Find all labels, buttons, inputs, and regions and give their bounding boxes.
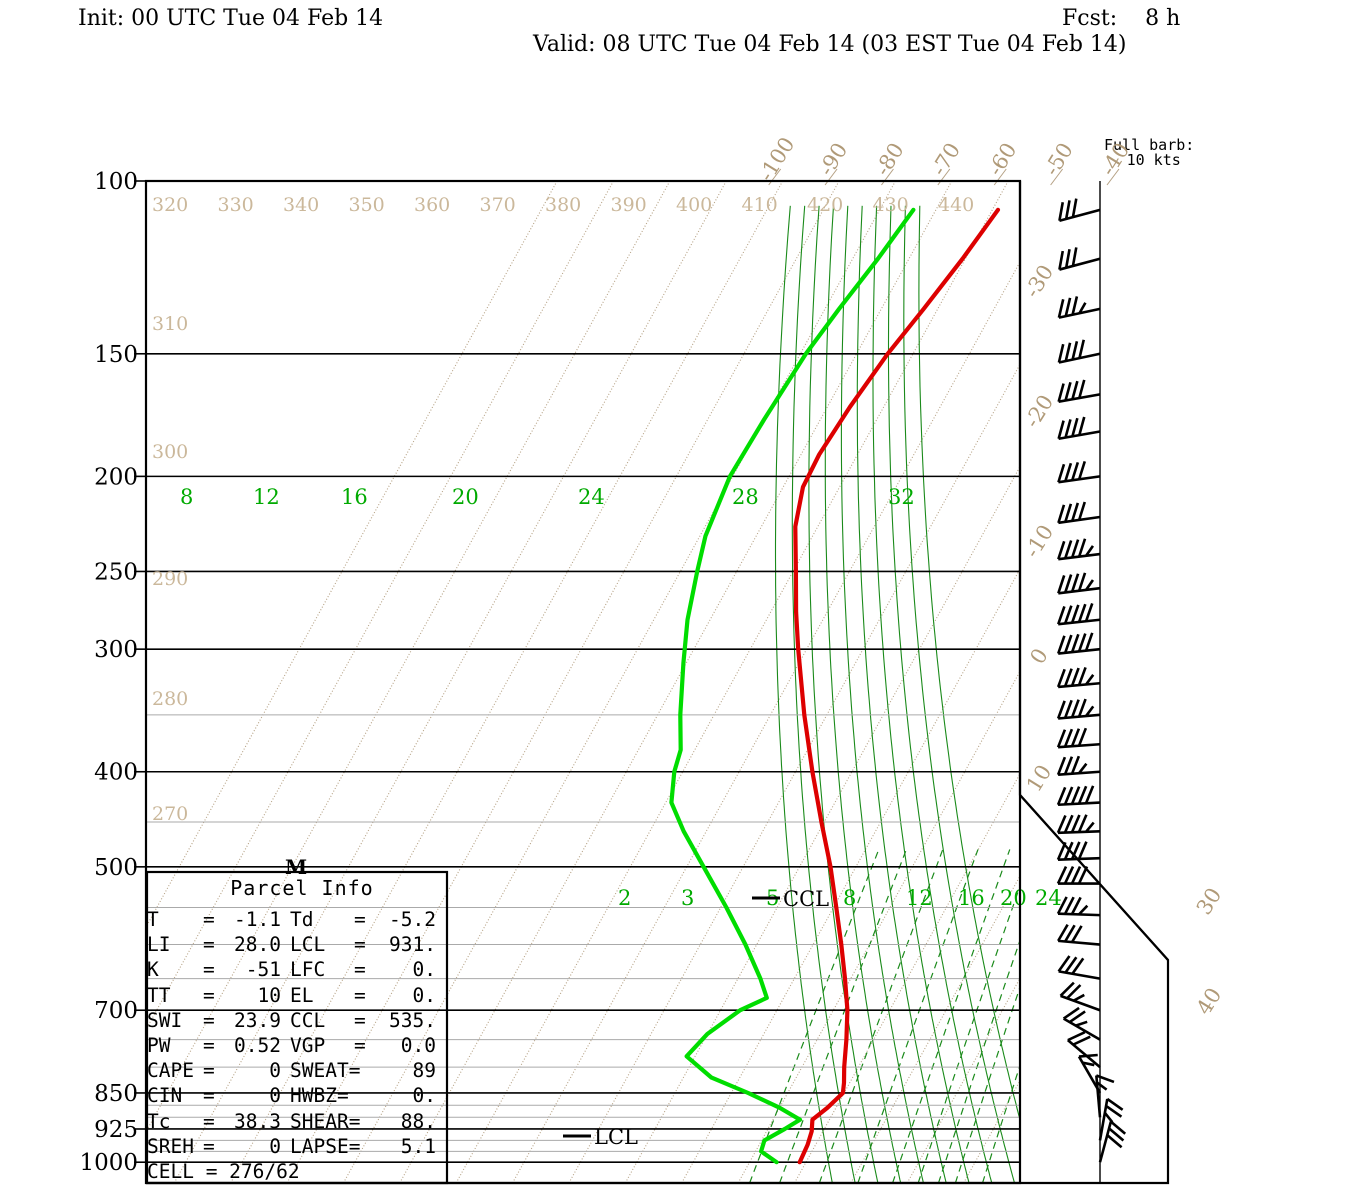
pressure-tick-label: 100: [94, 169, 138, 195]
mixing-ratio-label: 8: [843, 886, 856, 910]
pressure-tick-label: 400: [94, 760, 138, 786]
temperature-right-label: 0: [1025, 644, 1052, 668]
theta-label: 440: [938, 194, 974, 216]
pressure-tick-label: 500: [94, 855, 138, 881]
theta-label: 340: [283, 194, 319, 216]
mixing-ratio-label: 3: [681, 886, 694, 910]
temperature-right-label: 10: [1022, 761, 1057, 796]
theta-label: 400: [676, 194, 712, 216]
ccl-marker-label: CCL: [783, 887, 829, 911]
mixed-parcel-marker: M: [285, 855, 307, 879]
thetae-label: 8: [180, 485, 193, 509]
thetae-label: 24: [578, 485, 605, 509]
pressure-tick-label: 1000: [79, 1150, 138, 1176]
dewpoint-curve: [669, 207, 916, 1165]
mixing-ratio-label: 2: [618, 886, 631, 910]
theta-label: 320: [152, 194, 188, 216]
temperature-right-label: 40: [1192, 984, 1227, 1019]
theta-label: 390: [611, 194, 647, 216]
temperature-curve: [793, 207, 1001, 1165]
thetae-label: 16: [341, 485, 368, 509]
mixing-ratio-label: 20: [1000, 886, 1027, 910]
theta-label: 430: [873, 194, 909, 216]
theta-label: 330: [218, 194, 254, 216]
temperature-tick-label: -100: [754, 133, 799, 186]
mixing-ratio-label: 16: [958, 886, 985, 910]
theta-left-label: 280: [152, 688, 188, 710]
parcel-info-border: [145, 870, 449, 1185]
thetae-label: 28: [732, 485, 759, 509]
theta-label: 350: [349, 194, 385, 216]
theta-left-label: 310: [152, 313, 188, 335]
pressure-tick-label: 200: [94, 464, 138, 490]
init-time-label: Init: 00 UTC Tue 04 Feb 14: [78, 6, 384, 31]
theta-label: 380: [545, 194, 581, 216]
temperature-right-label: -10: [1020, 521, 1058, 562]
lcl-marker-label: LCL: [594, 1125, 638, 1149]
pressure-tick-label: 250: [94, 559, 138, 585]
pressure-tick-label: 150: [94, 342, 138, 368]
theta-left-label: 300: [152, 441, 188, 463]
theta-left-label: 290: [152, 568, 188, 590]
pressure-tick-label: 700: [94, 998, 138, 1024]
valid-time-label: Valid: 08 UTC Tue 04 Feb 14 (03 EST Tue …: [533, 32, 1127, 57]
pressure-tick-label: 925: [94, 1117, 138, 1143]
forecast-hour-label: Fcst: 8 h: [1062, 6, 1181, 31]
pressure-tick-label: 850: [94, 1081, 138, 1107]
theta-label: 410: [742, 194, 778, 216]
wind-barb-legend: Full barb: 10 kts: [1104, 136, 1195, 169]
thetae-label: 12: [253, 485, 280, 509]
theta-label: 420: [807, 194, 843, 216]
temperature-right-label: -20: [1020, 391, 1058, 432]
wind-barb-column: [1056, 198, 1127, 1163]
thetae-label: 20: [452, 485, 479, 509]
theta-left-label: 270: [152, 803, 188, 825]
temperature-right-label: 30: [1192, 884, 1227, 919]
pressure-tick-label: 300: [94, 637, 138, 663]
mixing-ratio-label: 12: [906, 886, 933, 910]
theta-label: 370: [480, 194, 516, 216]
theta-label: 360: [414, 194, 450, 216]
temperature-right-label: -30: [1020, 261, 1058, 302]
mixing-ratio-label: 24: [1035, 886, 1062, 910]
thetae-label: 32: [888, 485, 915, 509]
